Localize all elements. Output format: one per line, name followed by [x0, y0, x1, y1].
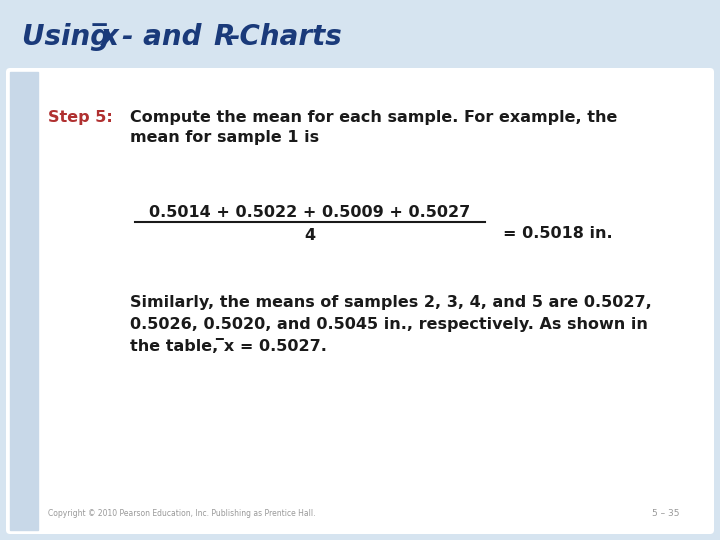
Text: 4: 4 [305, 228, 315, 243]
Text: the table, ̅̅x = 0.5027.: the table, ̅̅x = 0.5027. [130, 339, 327, 354]
Text: = 0.5018 in.: = 0.5018 in. [503, 226, 613, 241]
Text: Similarly, the means of samples 2, 3, 4, and 5 are 0.5027,: Similarly, the means of samples 2, 3, 4,… [130, 295, 652, 310]
Bar [0, 0, 720, 70]
Text: 0.5014 + 0.5022 + 0.5009 + 0.5027: 0.5014 + 0.5022 + 0.5009 + 0.5027 [149, 205, 471, 220]
Text: R: R [213, 23, 235, 51]
Text: 0.5026, 0.5020, and 0.5045 in., respectively. As shown in: 0.5026, 0.5020, and 0.5045 in., respecti… [130, 317, 648, 332]
Text: Step 5:: Step 5: [48, 110, 113, 125]
Text: ̅x: ̅x [102, 23, 120, 51]
FancyBboxPatch shape [6, 68, 714, 534]
Text: - and: - and [122, 23, 211, 51]
Text: Compute the mean for each sample. For example, the
mean for sample 1 is: Compute the mean for each sample. For ex… [130, 110, 617, 145]
Text: Copyright © 2010 Pearson Education, Inc. Publishing as Prentice Hall.: Copyright © 2010 Pearson Education, Inc.… [48, 509, 315, 518]
Bar [10, 72, 38, 530]
Text: 5 – 35: 5 – 35 [652, 509, 680, 518]
Text: -Charts: -Charts [228, 23, 342, 51]
Text: Using: Using [22, 23, 120, 51]
